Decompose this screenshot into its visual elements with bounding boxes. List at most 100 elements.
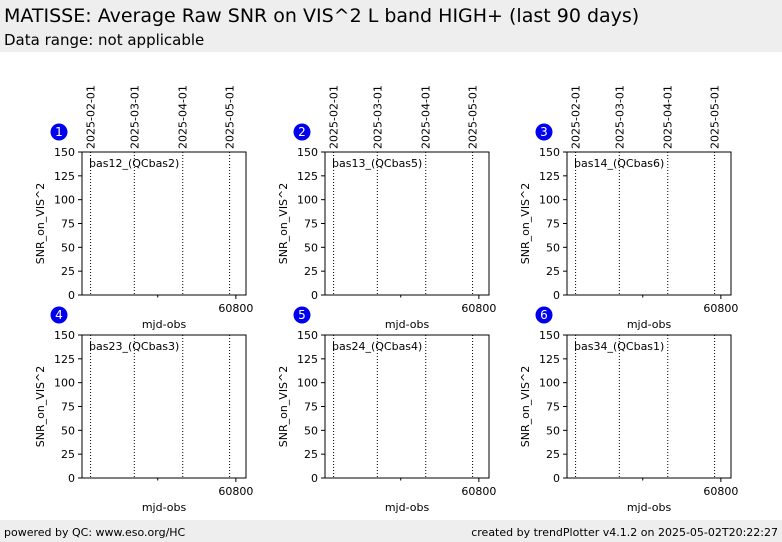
y-tick-label: 75 <box>304 218 318 231</box>
y-tick-label: 0 <box>553 472 560 485</box>
x-tick-label: 60800 <box>703 302 738 315</box>
y-axis-label: SNR_on_VIS^2 <box>34 183 47 265</box>
date-label: 2025-05-01 <box>709 85 722 149</box>
y-tick-label: 150 <box>539 329 560 342</box>
plot-frame <box>324 334 490 479</box>
y-tick-label: 50 <box>304 241 318 254</box>
chart-panel-2: 2025-02-01 2025-03-01 2025-04-01 2025-05-01… <box>277 85 496 331</box>
y-tick-label: 150 <box>539 146 560 159</box>
x-tick-label: 60800 <box>461 302 496 315</box>
plot-frame <box>566 151 732 296</box>
y-tick-label: 50 <box>61 241 75 254</box>
y-tick-label: 75 <box>61 401 75 414</box>
page-title: MATISSE: Average Raw SNR on VIS^2 L band… <box>4 5 640 27</box>
date-label: 2025-03-01 <box>613 85 626 149</box>
x-axis-label: mjd-obs <box>142 318 187 331</box>
y-tick-label: 75 <box>546 401 560 414</box>
y-tick-label: 100 <box>297 194 318 207</box>
chart-panel-1: 2025-02-01 2025-03-01 2025-04-01 2025-05-01… <box>34 85 253 331</box>
panel-badge-icon <box>50 123 68 141</box>
x-tick-label: 60800 <box>218 485 253 498</box>
y-tick-label: 25 <box>304 265 318 278</box>
y-tick-label: 150 <box>54 329 75 342</box>
y-tick-label: 0 <box>311 289 318 302</box>
date-label: 2025-03-01 <box>371 85 384 149</box>
date-label: 2025-05-01 <box>467 85 480 149</box>
x-axis-label: mjd-obs <box>385 501 430 514</box>
x-tick-label: 60800 <box>461 485 496 498</box>
chart-panel-3: 2025-02-01 2025-03-01 2025-04-01 2025-05-01… <box>519 85 738 331</box>
y-tick-label: 75 <box>61 218 75 231</box>
y-tick-label: 0 <box>311 472 318 485</box>
y-tick-label: 100 <box>539 377 560 390</box>
y-tick-label: 125 <box>297 170 318 183</box>
panel-badge-number: 4 <box>55 308 63 322</box>
date-label: 2025-04-01 <box>177 85 190 149</box>
date-label: 2025-03-01 <box>128 85 141 149</box>
y-tick-label: 125 <box>297 353 318 366</box>
y-tick-label: 50 <box>61 424 75 437</box>
chart-panel-6: 0 25 50 75 100 125 150 60800 mjd-obs SNR_on_VIS^2… <box>519 306 738 514</box>
page-subtitle: Data range: not applicable <box>4 31 205 49</box>
panel-badge-number: 2 <box>298 125 306 139</box>
y-axis-label: SNR_on_VIS^2 <box>519 183 532 265</box>
panel-badge-number: 6 <box>540 308 548 322</box>
date-label: 2025-02-01 <box>85 85 98 149</box>
y-tick-label: 100 <box>297 377 318 390</box>
panel-badge-number: 5 <box>298 308 306 322</box>
y-tick-label: 25 <box>61 265 75 278</box>
panel-badge-number: 1 <box>55 125 63 139</box>
y-tick-label: 100 <box>54 194 75 207</box>
chart-panel-4: 0 25 50 75 100 125 150 60800 mjd-obs SNR_on_VIS^2… <box>34 306 253 514</box>
footer-credit: powered by QC: www.eso.org/HC <box>4 526 186 539</box>
date-label: 2025-04-01 <box>662 85 675 149</box>
y-tick-label: 0 <box>68 289 75 302</box>
footer-timestamp: created by trendPlotter v4.1.2 on 2025-0… <box>471 526 778 539</box>
plot-frame <box>81 334 247 479</box>
series-label: bas14_(QCbas6) <box>574 157 664 170</box>
y-tick-label: 150 <box>297 146 318 159</box>
y-tick-label: 25 <box>61 448 75 461</box>
panel-badge-icon <box>293 306 311 324</box>
y-tick-label: 75 <box>546 218 560 231</box>
date-label: 2025-04-01 <box>420 85 433 149</box>
x-tick-label: 60800 <box>218 302 253 315</box>
y-axis-label: SNR_on_VIS^2 <box>277 183 290 265</box>
y-tick-label: 0 <box>68 472 75 485</box>
y-tick-label: 150 <box>54 146 75 159</box>
x-axis-label: mjd-obs <box>142 501 187 514</box>
y-tick-label: 50 <box>546 241 560 254</box>
x-axis-label: mjd-obs <box>627 501 672 514</box>
y-tick-label: 25 <box>304 448 318 461</box>
date-label: 2025-05-01 <box>224 85 237 149</box>
series-label: bas23_(QCbas3) <box>89 340 179 353</box>
y-tick-label: 125 <box>539 170 560 183</box>
date-label: 2025-02-01 <box>328 85 341 149</box>
y-tick-label: 0 <box>553 289 560 302</box>
plot-frame <box>81 151 247 296</box>
panel-badge-icon <box>50 306 68 324</box>
x-axis-label: mjd-obs <box>385 318 430 331</box>
date-label: 2025-02-01 <box>570 85 583 149</box>
footer-bar: powered by QC: www.eso.org/HC created by… <box>0 520 782 542</box>
header-bar: MATISSE: Average Raw SNR on VIS^2 L band… <box>0 0 782 52</box>
y-axis-label: SNR_on_VIS^2 <box>519 366 532 448</box>
panel-badge-icon <box>293 123 311 141</box>
y-tick-label: 125 <box>54 353 75 366</box>
y-tick-label: 50 <box>304 424 318 437</box>
series-label: bas24_(QCbas4) <box>332 340 422 353</box>
chart-panel-5: 0 25 50 75 100 125 150 60800 mjd-obs SNR_on_VIS^2… <box>277 306 496 514</box>
y-tick-label: 100 <box>539 194 560 207</box>
y-tick-label: 25 <box>546 448 560 461</box>
plot-frame <box>324 151 490 296</box>
x-axis-label: mjd-obs <box>627 318 672 331</box>
plot-frame <box>566 334 732 479</box>
y-tick-label: 75 <box>304 401 318 414</box>
y-tick-label: 25 <box>546 265 560 278</box>
y-tick-label: 50 <box>546 424 560 437</box>
y-tick-label: 125 <box>539 353 560 366</box>
series-label: bas13_(QCbas5) <box>332 157 422 170</box>
y-axis-label: SNR_on_VIS^2 <box>277 366 290 448</box>
y-tick-label: 100 <box>54 377 75 390</box>
